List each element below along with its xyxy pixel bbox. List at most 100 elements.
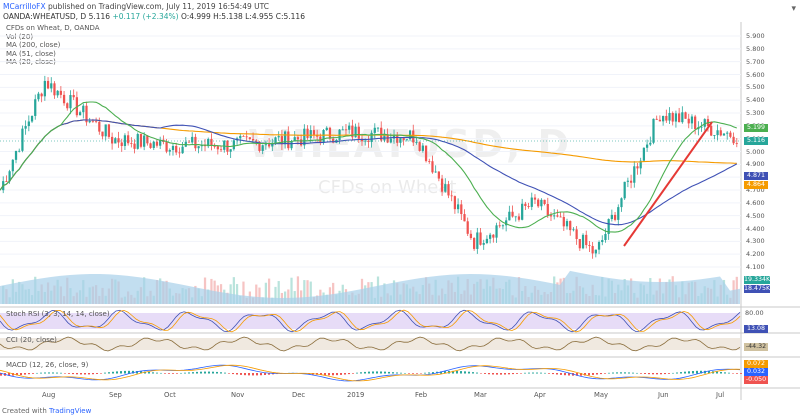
candle-body	[357, 126, 360, 139]
macd-histogram-bar	[416, 373, 418, 374]
publish-info: published on TradingView.com, July 11, 2…	[48, 2, 270, 11]
candle-body	[322, 130, 325, 143]
author-link[interactable]: MCarrilloFX	[3, 2, 46, 11]
x-tick-label: Jul	[716, 391, 725, 399]
candle-body	[626, 180, 629, 182]
candle-body	[424, 145, 428, 162]
macd-histogram-bar	[216, 371, 218, 374]
candle-body	[396, 135, 399, 143]
candle-body	[652, 118, 655, 143]
macd-histogram-bar	[664, 373, 666, 375]
legend-item[interactable]: MA (20, close)	[6, 58, 56, 67]
price-tick-label: 4.500	[746, 211, 765, 220]
candle-body	[629, 180, 633, 183]
x-tick-label: Nov	[231, 391, 245, 399]
price-tick-label: 4.700	[746, 186, 765, 194]
candle-body	[505, 220, 508, 226]
volume-bar	[309, 281, 312, 304]
macd-histogram-bar	[476, 372, 478, 374]
macd-histogram-bar	[200, 371, 202, 374]
macd-title[interactable]: MACD (12, 26, close, 9)	[6, 361, 89, 369]
macd-histogram-bar	[444, 371, 446, 374]
candle-body	[50, 83, 53, 89]
candle-body	[402, 137, 405, 141]
x-tick-label: Mar	[474, 391, 487, 399]
candle-body	[66, 103, 69, 109]
volume-bar	[303, 280, 306, 304]
candle-body	[165, 141, 168, 152]
volume-bar	[232, 277, 235, 304]
candle-body	[341, 129, 344, 131]
legend-item[interactable]: Vol (20)	[6, 32, 34, 41]
macd-histogram-bar	[96, 373, 98, 374]
candle-body	[495, 225, 498, 238]
volume-bar	[283, 291, 287, 304]
macd-histogram-bar	[336, 373, 338, 376]
macd-histogram-bar	[656, 373, 658, 375]
macd-histogram-bar	[376, 371, 378, 374]
candle-body	[485, 238, 489, 244]
candle-body	[120, 142, 123, 147]
macd-histogram-bar	[412, 373, 414, 374]
candle-body	[729, 132, 732, 137]
macd-histogram-bar	[648, 373, 650, 375]
candle-body	[123, 135, 127, 147]
candle-body	[104, 124, 107, 137]
cci-band	[0, 338, 740, 350]
candle-body	[604, 233, 607, 241]
candle-body	[376, 127, 380, 129]
volume-bar	[277, 281, 280, 304]
candle-body	[489, 234, 492, 239]
x-tick-label: 2019	[347, 391, 365, 399]
macd-histogram-bar	[460, 371, 462, 374]
candle-body	[373, 127, 376, 133]
macd-histogram-bar	[500, 373, 502, 375]
candle-body	[565, 221, 569, 227]
cci-line	[0, 336, 741, 352]
tradingview-logo-link[interactable]: TradingView	[49, 407, 92, 415]
legend-item[interactable]: CFDs on Wheat, D, OANDA	[6, 24, 100, 32]
macd-histogram-bar	[596, 373, 598, 375]
price-tick-label: 5.700	[746, 57, 765, 66]
stoch-title[interactable]: Stoch RSI (3, 3, 14, 14, close)	[6, 310, 110, 318]
macd-histogram-bar	[56, 372, 58, 374]
chevron-down-icon[interactable]: ▾	[791, 4, 796, 14]
candle-body	[694, 116, 697, 130]
candle-body	[735, 143, 738, 145]
candle-body	[168, 150, 171, 152]
macd-histogram-bar	[620, 372, 622, 374]
candle-body	[690, 116, 694, 124]
macd-histogram-bar	[576, 373, 578, 376]
candle-body	[543, 199, 546, 205]
macd-histogram-bar	[152, 372, 154, 374]
candle-body	[514, 216, 517, 218]
macd-histogram-bar	[696, 370, 698, 374]
candle-body	[111, 136, 114, 144]
candle-body	[149, 143, 152, 148]
x-tick-label: Oct	[164, 391, 176, 399]
candle-body	[175, 145, 178, 153]
macd-histogram-bar	[680, 372, 682, 374]
candle-body	[8, 171, 11, 182]
volume-bar	[287, 289, 290, 304]
price-tick-label: 4.100	[746, 263, 765, 271]
macd-histogram-bar	[328, 373, 330, 376]
macd-histogram-bar	[224, 372, 226, 374]
legend-item[interactable]: MA (200, close)	[6, 41, 61, 50]
trend-line[interactable]	[623, 121, 713, 247]
candle-body	[498, 225, 501, 227]
candle-body	[127, 135, 130, 144]
candle-body	[527, 206, 530, 207]
macd-histogram-bar	[564, 373, 566, 376]
candle-body	[472, 238, 476, 249]
volume-bar	[290, 277, 293, 304]
macd-histogram-bar	[608, 372, 610, 374]
cci-title[interactable]: CCI (20, close)	[6, 336, 57, 344]
candle-body	[700, 126, 703, 128]
candle-body	[213, 145, 216, 147]
macd-histogram-bar	[508, 373, 510, 375]
candle-body	[43, 80, 46, 97]
macd-histogram-bar	[668, 373, 670, 374]
legend-item[interactable]: MA (51, close)	[6, 49, 56, 58]
